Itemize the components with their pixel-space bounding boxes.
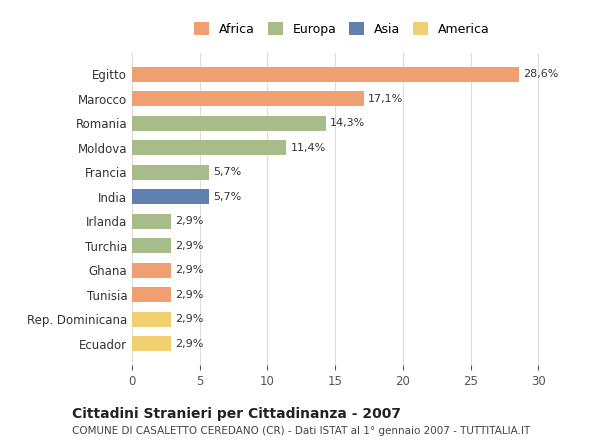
Bar — [132, 214, 171, 229]
Text: 2,9%: 2,9% — [175, 314, 204, 324]
Bar — [132, 189, 209, 204]
Bar — [132, 92, 364, 106]
Text: 5,7%: 5,7% — [213, 192, 242, 202]
Bar — [132, 238, 171, 253]
Bar — [132, 116, 326, 131]
Text: 2,9%: 2,9% — [175, 216, 204, 226]
Bar — [132, 165, 209, 180]
Text: 5,7%: 5,7% — [213, 167, 242, 177]
Text: COMUNE DI CASALETTO CEREDANO (CR) - Dati ISTAT al 1° gennaio 2007 - TUTTITALIA.I: COMUNE DI CASALETTO CEREDANO (CR) - Dati… — [72, 426, 530, 436]
Text: 28,6%: 28,6% — [524, 70, 559, 79]
Text: 2,9%: 2,9% — [175, 241, 204, 251]
Text: 17,1%: 17,1% — [368, 94, 403, 104]
Text: 11,4%: 11,4% — [290, 143, 326, 153]
Legend: Africa, Europa, Asia, America: Africa, Europa, Asia, America — [191, 18, 493, 40]
Text: 2,9%: 2,9% — [175, 339, 204, 348]
Bar — [132, 67, 520, 82]
Bar — [132, 336, 171, 351]
Bar — [132, 287, 171, 302]
Bar — [132, 140, 286, 155]
Text: 2,9%: 2,9% — [175, 265, 204, 275]
Text: 2,9%: 2,9% — [175, 290, 204, 300]
Text: Cittadini Stranieri per Cittadinanza - 2007: Cittadini Stranieri per Cittadinanza - 2… — [72, 407, 401, 421]
Text: 14,3%: 14,3% — [330, 118, 365, 128]
Bar — [132, 312, 171, 326]
Bar — [132, 263, 171, 278]
